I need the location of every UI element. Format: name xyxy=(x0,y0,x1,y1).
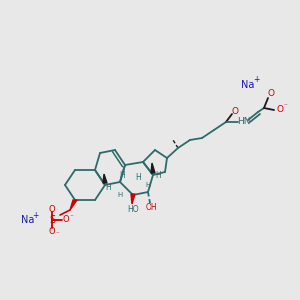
Text: S: S xyxy=(49,215,55,225)
Text: Na: Na xyxy=(21,215,35,225)
Text: H: H xyxy=(146,182,151,188)
Text: H: H xyxy=(155,170,161,179)
Text: H: H xyxy=(105,182,111,191)
Polygon shape xyxy=(151,163,155,173)
Text: H: H xyxy=(135,173,141,182)
Text: O: O xyxy=(232,106,238,116)
Polygon shape xyxy=(131,194,135,204)
Text: H: H xyxy=(119,170,125,179)
Text: HO: HO xyxy=(127,206,139,214)
Text: OH: OH xyxy=(145,203,157,212)
Text: O: O xyxy=(268,89,274,98)
Text: ⁻: ⁻ xyxy=(283,103,287,109)
Text: +: + xyxy=(253,76,259,85)
Text: O: O xyxy=(277,106,284,115)
Text: O: O xyxy=(63,215,69,224)
Text: O: O xyxy=(49,205,55,214)
Text: Na: Na xyxy=(241,80,255,90)
Polygon shape xyxy=(70,200,77,210)
Text: ⁻: ⁻ xyxy=(69,214,73,220)
Text: +: + xyxy=(32,211,38,220)
Polygon shape xyxy=(103,174,107,183)
Text: H: H xyxy=(117,192,123,198)
Text: HN: HN xyxy=(237,118,251,127)
Text: ⁻: ⁻ xyxy=(55,231,59,237)
Text: O: O xyxy=(49,226,55,236)
